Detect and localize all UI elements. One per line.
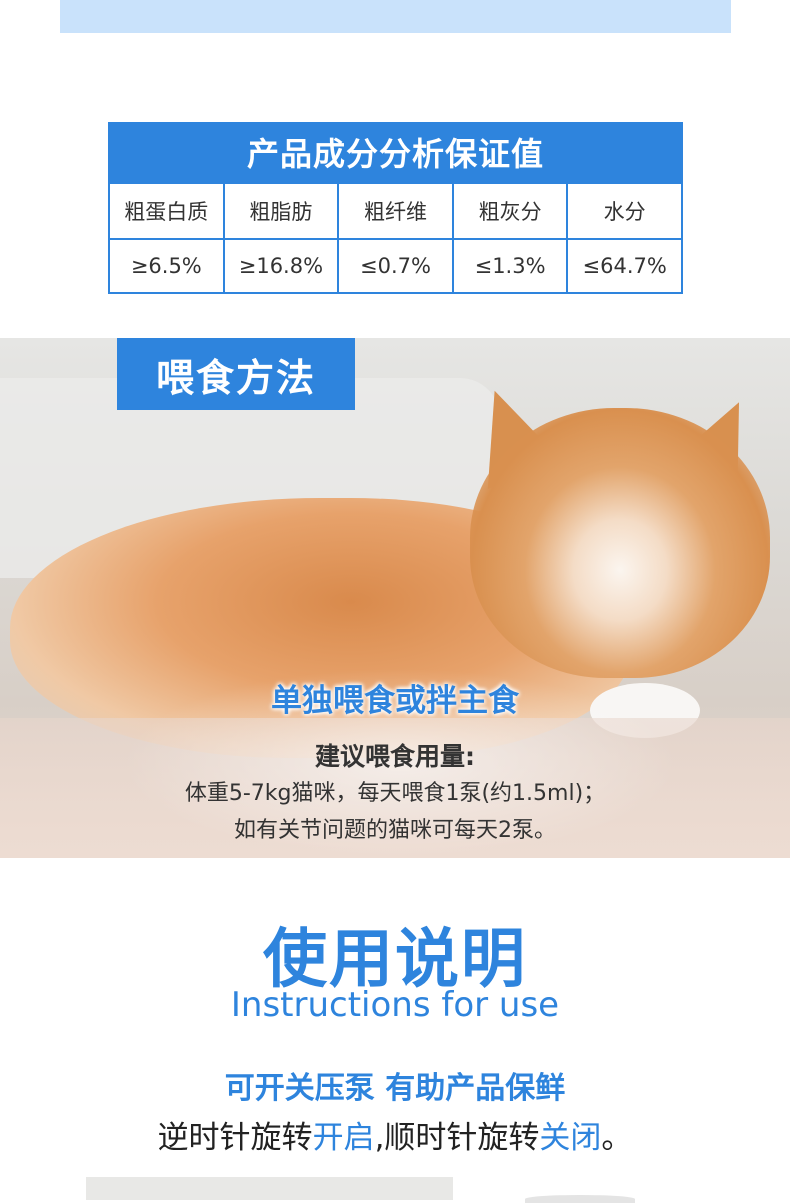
table-cell: ≥6.5%	[130, 254, 202, 278]
feeding-headline: 单独喂食或拌主食	[271, 683, 519, 719]
top-banner-strip	[60, 0, 731, 33]
text-backdrop	[120, 668, 680, 858]
table-header-cell: 粗蛋白质	[124, 200, 209, 224]
pump-heading: 可开关压泵 有助产品保鲜	[224, 1071, 566, 1106]
table-row: ≥6.5% ≥16.8% ≤0.7% ≤1.3% ≤64.7%	[110, 238, 681, 292]
dose-line: 体重5-7kg猫咪，每天喂食1泵(约1.5ml)；	[184, 781, 606, 806]
pump-instruction: 逆时针旋转开启,顺时针旋转关闭。	[0, 1112, 790, 1157]
close-highlight: 关闭	[539, 1120, 602, 1156]
table-header-cell: 水分	[566, 184, 681, 238]
feeding-method-tag: 喂食方法	[117, 338, 355, 410]
instruction-text: ,顺时针旋转	[374, 1120, 540, 1156]
dose-heading: 建议喂食用量:	[315, 742, 475, 771]
instruction-text: 逆时针旋转	[157, 1120, 313, 1156]
cat-photo	[0, 338, 790, 858]
table-cell: ≤64.7%	[566, 240, 681, 292]
cat-head	[470, 408, 770, 678]
instruction-text: 。	[601, 1120, 633, 1156]
table-cell: ≥16.8%	[222, 240, 338, 292]
usage-title: 使用说明	[263, 923, 527, 997]
analysis-table: 产品成分分析保证值 粗蛋白质 粗脂肪 粗纤维 粗灰分 水分 ≥6.5% ≥16.…	[108, 122, 683, 294]
product-image-right	[525, 1195, 635, 1203]
open-highlight: 开启	[312, 1120, 375, 1156]
table-title: 产品成分分析保证值	[110, 124, 681, 184]
dose-line: 如有关节问题的猫咪可每天2泵。	[234, 818, 556, 843]
product-image-left	[86, 1177, 453, 1200]
table-cell: ≤0.7%	[337, 240, 452, 292]
usage-subtitle: Instructions for use	[230, 985, 560, 1025]
table-cell: ≤1.3%	[451, 240, 567, 292]
table-header-row: 粗蛋白质 粗脂肪 粗纤维 粗灰分 水分	[110, 184, 681, 238]
table-header-cell: 粗脂肪	[222, 184, 338, 238]
table-header-cell: 粗纤维	[337, 184, 452, 238]
table-header-cell: 粗灰分	[451, 184, 567, 238]
